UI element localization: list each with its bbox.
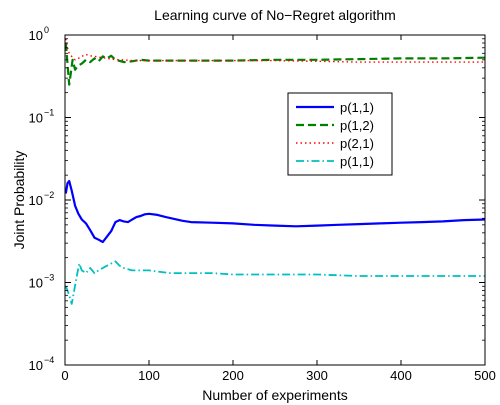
x-axis-label: Number of experiments [202, 387, 348, 403]
x-tick-label: 100 [138, 368, 160, 383]
y-tick-label: 10 [29, 276, 43, 291]
plot-series [64, 38, 486, 305]
x-axis-ticks: 0 100 200 300 400 500 [61, 35, 496, 383]
legend-label: p(1,2) [340, 118, 374, 133]
y-tick-exponent: −1 [44, 108, 54, 118]
y-tick-label: 10 [29, 28, 43, 43]
x-tick-label: 500 [474, 368, 496, 383]
plot-frame [64, 34, 486, 366]
x-tick-label: 200 [222, 368, 244, 383]
legend-label: p(1,1) [340, 154, 374, 169]
y-tick-exponent: 0 [44, 25, 49, 35]
chart-title: Learning curve of No−Regret algorithm [154, 7, 396, 23]
y-tick-label: 10 [29, 111, 43, 126]
y-tick-exponent: −2 [44, 190, 54, 200]
legend-label: p(1,1) [340, 100, 374, 115]
series-line-1 [64, 179, 486, 244]
legend-items: p(1,1) p(1,2) p(2,1) p(1,1) [296, 100, 374, 169]
y-axis-label: Joint Probability [11, 151, 27, 250]
legend-label: p(2,1) [340, 136, 374, 151]
legend: p(1,1) p(1,2) p(2,1) p(1,1) [287, 92, 393, 176]
x-tick-label: 400 [390, 368, 412, 383]
x-tick-label: 0 [61, 368, 68, 383]
y-tick-label: 10 [29, 193, 43, 208]
x-tick-label: 300 [306, 368, 328, 383]
y-tick-exponent: −4 [44, 355, 54, 365]
y-tick-label: 10 [29, 358, 43, 373]
series-line-2 [64, 42, 486, 86]
series-line-4 [64, 260, 485, 305]
y-tick-exponent: −3 [44, 273, 54, 283]
